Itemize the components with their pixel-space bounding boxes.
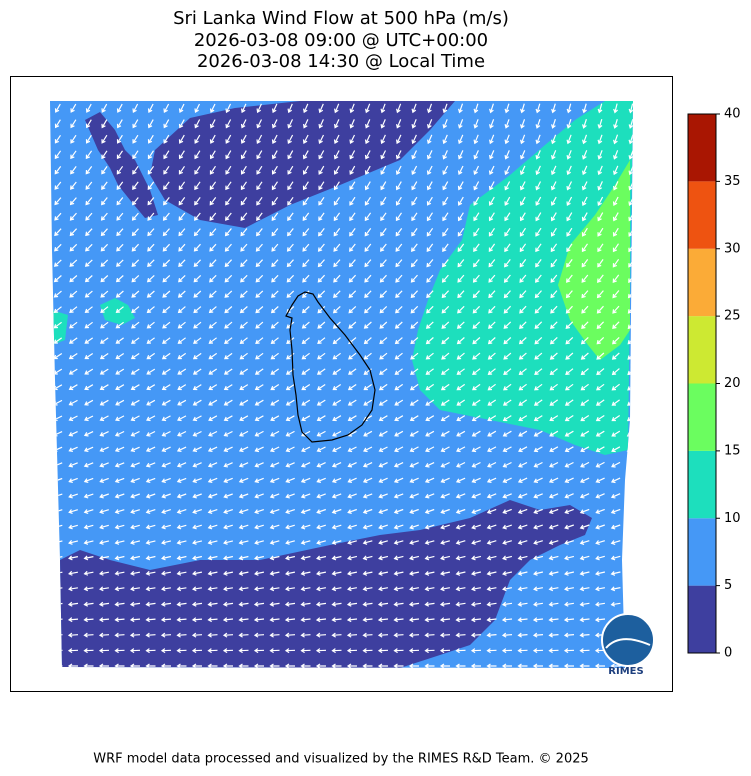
logo-wave: [605, 638, 651, 649]
wind-field: [50, 101, 633, 668]
colorbar-segment: [688, 450, 716, 519]
title-line: 2026-03-08 09:00 @ UTC+00:00: [194, 30, 488, 51]
colorbar-segment: [688, 114, 716, 182]
colorbar-segment: [688, 181, 716, 249]
colorbar-tick-label: 10: [724, 511, 741, 526]
footer: WRF model data processed and visualized …: [93, 752, 589, 767]
colorbar-tick-label: 15: [724, 443, 741, 458]
logo: RIMES: [601, 613, 655, 677]
colorbar-tick-label: 5: [724, 578, 732, 593]
speed-region: [412, 101, 633, 455]
colorbar-segment: [688, 248, 716, 317]
speed-region: [52, 310, 68, 345]
colorbar: 0 5 10 15 20 25 30 35 40: [687, 107, 741, 661]
colorbar-segment: [688, 518, 716, 586]
colorbar-tick-label: 35: [724, 174, 741, 189]
colorbar-segment: [688, 383, 716, 451]
colorbar-tick-label: 20: [724, 376, 741, 391]
colorbar-tick-label: 0: [724, 646, 732, 661]
wind-arrow: [52, 103, 633, 668]
colorbar-segment: [688, 585, 716, 653]
colorbar-tick-label: 40: [724, 107, 741, 122]
title-line: Sri Lanka Wind Flow at 500 hPa (m/s): [173, 8, 509, 29]
coastline: [285, 291, 376, 443]
speed-region: [558, 160, 630, 360]
logo-text: RIMES: [608, 666, 643, 677]
colorbar-segment: [688, 316, 716, 384]
colorbar-tick-label: 30: [724, 241, 741, 256]
colorbar-tick-label: 25: [724, 309, 741, 324]
speed-region: [150, 101, 455, 228]
wind-arrows: [52, 103, 633, 668]
title-line: 2026-03-08 14:30 @ Local Time: [197, 51, 485, 72]
speed-region: [85, 112, 158, 218]
